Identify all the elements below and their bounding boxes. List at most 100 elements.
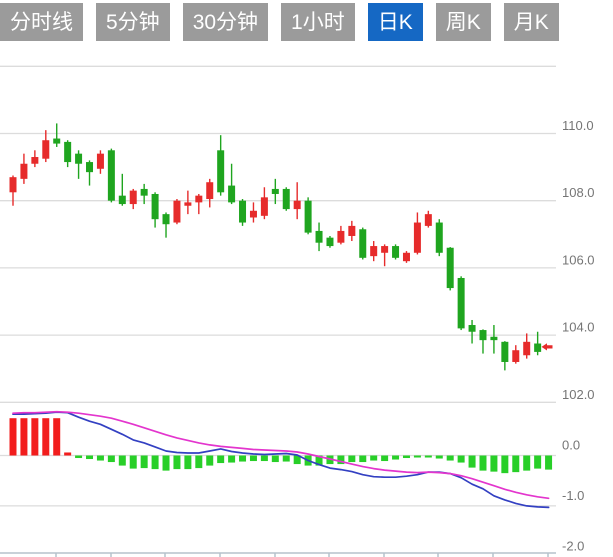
tab-daily-k[interactable]: 日K [367, 3, 423, 41]
price-tick-label: 102.0 [562, 387, 595, 402]
candle-body [381, 246, 389, 253]
tab-label: 月K [513, 10, 549, 34]
macd-bar [424, 455, 432, 458]
macd-bar [490, 455, 498, 472]
candle-body [96, 153, 104, 169]
candle-body [468, 325, 476, 332]
candle-body [359, 229, 367, 258]
macd-bar [468, 455, 476, 468]
candle-body [337, 230, 345, 243]
candle-body [523, 341, 531, 356]
macd-bar [457, 455, 465, 463]
tab-timeframe-5[interactable]: 周K [435, 3, 491, 41]
candle-body [282, 188, 290, 210]
macd-bar [129, 455, 137, 469]
tab-timeframe-6[interactable]: 月K [503, 3, 559, 41]
candle-body [107, 150, 115, 201]
price-tick-label: 104.0 [562, 320, 595, 335]
candle-body [228, 185, 236, 203]
macd-tick-label: -2.0 [562, 538, 584, 553]
macd-bar [446, 455, 454, 461]
macd-bar [173, 455, 181, 470]
candle-body [370, 246, 378, 257]
macd-bar [402, 455, 410, 459]
macd-bar [96, 455, 104, 461]
candle-body [129, 190, 137, 205]
macd-tick-label: 0.0 [562, 438, 580, 453]
macd-bar [195, 455, 203, 469]
tab-timeframe-2[interactable]: 30分钟 [182, 3, 269, 41]
macd-bar [348, 455, 356, 463]
macd-bar [75, 455, 83, 459]
macd-bar [151, 455, 159, 470]
macd-bar [315, 455, 323, 466]
macd-bar [479, 455, 487, 471]
candle-body [86, 162, 94, 173]
candle-body [435, 222, 443, 253]
macd-bar [534, 455, 542, 469]
candle-body [271, 188, 279, 194]
macd-bar [392, 455, 400, 460]
candle-body [457, 277, 465, 329]
macd-bar [31, 418, 39, 456]
candle-body [534, 343, 542, 352]
candle-body [31, 157, 39, 164]
macd-bar [413, 455, 421, 458]
macd-bar [20, 418, 28, 456]
candle-body [53, 138, 61, 144]
candle-body [151, 193, 159, 220]
candle-body [402, 252, 410, 262]
macd-bar [140, 455, 148, 469]
macd-bar [271, 455, 279, 463]
macd-bar [184, 455, 192, 470]
candle-body [64, 141, 72, 163]
candle-body [315, 230, 323, 243]
candle-body [118, 195, 126, 205]
macd-dif-line [12, 411, 550, 509]
candle-body [293, 200, 301, 210]
macd-bar [107, 455, 115, 463]
macd-bar [545, 455, 553, 470]
candle-body [75, 153, 83, 164]
macd-bar [239, 455, 247, 462]
macd-bar [435, 455, 443, 459]
macd-bar [282, 455, 290, 462]
x-axis [0, 552, 556, 557]
macd-bar [118, 455, 126, 466]
tab-label: 分时线 [10, 10, 73, 34]
candle-body [184, 202, 192, 206]
candle-body [249, 210, 257, 218]
macd-bar [249, 455, 257, 462]
candles [9, 123, 542, 371]
tab-label: 周K [445, 10, 481, 34]
candle-body [348, 225, 356, 236]
price-tick-label: 108.0 [562, 185, 595, 200]
price-tick-label: 106.0 [562, 252, 595, 267]
tab-timeframe-3[interactable]: 1小时 [281, 3, 355, 41]
timeframe-tabbar: 分时线 5分钟 30分钟 1小时 日K 周K 月K [0, 3, 559, 41]
tab-label: 5分钟 [106, 10, 160, 34]
candle-body [424, 214, 432, 226]
candle-body [239, 200, 247, 223]
tab-timeframe-0[interactable]: 分时线 [0, 3, 83, 41]
tab-label: 日K [377, 10, 413, 34]
candle-body [140, 188, 148, 196]
candle-body [326, 237, 334, 247]
tab-label: 30分钟 [192, 10, 259, 34]
price-axis-labels: 110.0 108.0 106.0 104.0 102.0 0.0 -1.0 -2.0 [562, 118, 595, 553]
candle-body [501, 341, 509, 362]
macd-bar [370, 455, 378, 461]
macd-bar [523, 455, 531, 471]
tab-timeframe-1[interactable]: 5分钟 [96, 3, 170, 41]
candle-body [195, 195, 203, 203]
candle-body [162, 214, 170, 225]
macd-bar [501, 455, 509, 474]
candle-body [512, 350, 520, 362]
candle-body [206, 182, 214, 200]
macd-tick-label: -1.0 [562, 488, 584, 503]
candle-body [392, 246, 400, 258]
candle-body [217, 150, 225, 193]
macd-bar [64, 452, 72, 456]
price-tick-label: 110.0 [562, 118, 594, 133]
